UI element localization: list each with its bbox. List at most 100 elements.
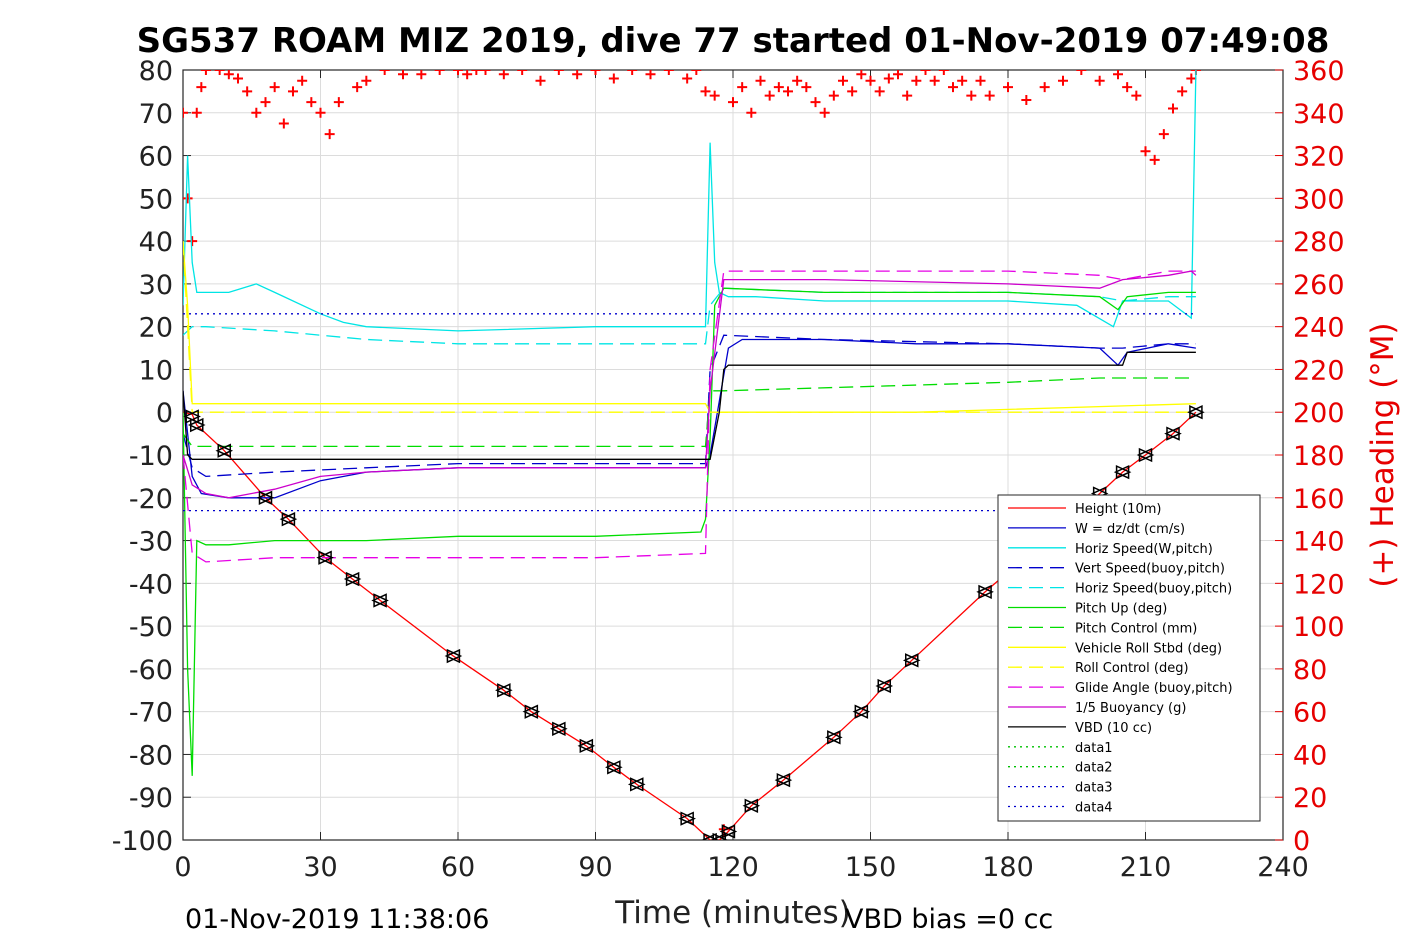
- y-right-tick-label: 260: [1293, 270, 1345, 301]
- heading-point: [517, 70, 528, 75]
- series-line-11: [183, 351, 1196, 460]
- legend-label: Horiz Speed(buoy,pitch): [1075, 582, 1232, 597]
- legend-label: data2: [1075, 761, 1113, 776]
- heading-point: [948, 82, 958, 93]
- y-tick-label: 10: [139, 355, 173, 386]
- heading-point: [700, 86, 711, 97]
- heading-point: [627, 70, 638, 75]
- legend-box: [997, 494, 1261, 822]
- series-line-1: [183, 338, 1197, 499]
- depth-marker: [343, 571, 362, 587]
- heading-point: [709, 90, 720, 101]
- heading-point: [792, 75, 803, 86]
- y-right-tick-label: 360: [1293, 56, 1345, 87]
- depth-marker: [976, 584, 994, 600]
- legend-item: Horiz Speed(W,pitch): [1008, 542, 1213, 557]
- heading-point: [828, 90, 839, 101]
- depth-marker: [774, 772, 793, 788]
- heading-point: [187, 236, 198, 247]
- heading-point: [1140, 146, 1151, 157]
- legend-item: Pitch Control (mm): [1008, 621, 1197, 636]
- heading-point: [810, 97, 821, 108]
- legend-item: Roll Control (deg): [1008, 661, 1189, 676]
- series-line-2: [183, 70, 1197, 332]
- legend-item: Horiz Speed(buoy,pitch): [1008, 582, 1232, 597]
- heading-markers: [183, 70, 1201, 835]
- x-tick-label: 0: [174, 852, 191, 883]
- heading-point: [783, 86, 793, 97]
- heading-point: [728, 97, 738, 108]
- heading-point: [196, 82, 207, 93]
- heading-point: [498, 70, 509, 80]
- depth-marker: [825, 730, 843, 745]
- heading-point: [183, 193, 193, 204]
- depth-marker: [522, 704, 541, 719]
- heading-point: [737, 82, 748, 93]
- legend-item: Height (10m): [1008, 502, 1161, 517]
- legend-label: Glide Angle (buoy,pitch): [1075, 681, 1233, 696]
- heading-point: [746, 107, 757, 118]
- heading-point: [251, 107, 262, 118]
- heading-point: [379, 70, 390, 75]
- legend-label: data3: [1075, 781, 1113, 796]
- legend-label: Horiz Speed(W,pitch): [1075, 542, 1213, 557]
- legend-item: W = dz/dt (cm/s): [1008, 522, 1185, 537]
- heading-point: [453, 70, 463, 75]
- heading-point: [1113, 70, 1123, 80]
- legend-item: VBD (10 cc): [1008, 721, 1152, 736]
- y-right-tick-label: 140: [1293, 527, 1345, 558]
- legend-item: Vehicle Roll Stbd (deg): [1008, 641, 1222, 656]
- heading-point: [398, 70, 408, 80]
- y-axis-right-label: (+) Heading (°M): [1365, 322, 1401, 587]
- series-line-4: [183, 287, 1196, 345]
- legend-item: data4: [1008, 801, 1113, 816]
- heading-point: [838, 75, 848, 86]
- legend-item: Glide Angle (buoy,pitch): [1008, 681, 1233, 696]
- heading-point: [608, 73, 619, 84]
- legend-label: Roll Control (deg): [1075, 661, 1189, 676]
- y-tick-label: -60: [129, 655, 173, 686]
- legend-label: data1: [1075, 741, 1113, 756]
- y-right-tick-label: 340: [1293, 99, 1345, 130]
- x-tick-label: 180: [982, 852, 1034, 883]
- y-right-tick-label: 300: [1293, 184, 1345, 215]
- x-tick-label: 150: [845, 852, 897, 883]
- heading-point: [553, 70, 564, 75]
- heading-point: [223, 70, 234, 80]
- y-right-tick-label: 280: [1293, 227, 1345, 258]
- y-right-tick-label: 120: [1293, 569, 1345, 600]
- depth-marker: [577, 738, 596, 754]
- legend-item: data1: [1008, 741, 1113, 756]
- heading-point: [764, 90, 775, 101]
- depth-marker: [1164, 426, 1182, 441]
- depth-marker: [875, 678, 894, 694]
- heading-point: [893, 70, 903, 80]
- heading-point: [865, 75, 876, 86]
- heading-point: [883, 73, 894, 84]
- heading-point: [1168, 103, 1178, 114]
- heading-point: [315, 107, 326, 118]
- y-right-tick-label: 40: [1293, 740, 1327, 771]
- heading-point: [755, 75, 766, 86]
- y-right-tick-label: 180: [1293, 441, 1345, 472]
- y-tick-label: 80: [139, 56, 173, 87]
- depth-marker: [256, 490, 275, 505]
- y-right-tick-label: 60: [1293, 698, 1327, 729]
- heading-point: [200, 70, 211, 75]
- depth-marker: [495, 683, 513, 698]
- depth-marker: [1187, 405, 1205, 420]
- depth-marker: [215, 443, 234, 458]
- heading-point: [590, 70, 601, 75]
- heading-point: [233, 73, 243, 84]
- legend-label: VBD (10 cc): [1075, 721, 1152, 736]
- y-tick-label: 30: [139, 270, 173, 301]
- legend-label: Pitch Up (deg): [1075, 602, 1167, 617]
- heading-point: [1058, 75, 1068, 86]
- legend-item: data3: [1008, 781, 1113, 796]
- heading-point: [242, 86, 253, 97]
- y-right-tick-label: 20: [1293, 783, 1327, 814]
- depth-marker: [1136, 447, 1155, 463]
- heading-point: [269, 82, 280, 93]
- depth-marker: [1113, 464, 1132, 480]
